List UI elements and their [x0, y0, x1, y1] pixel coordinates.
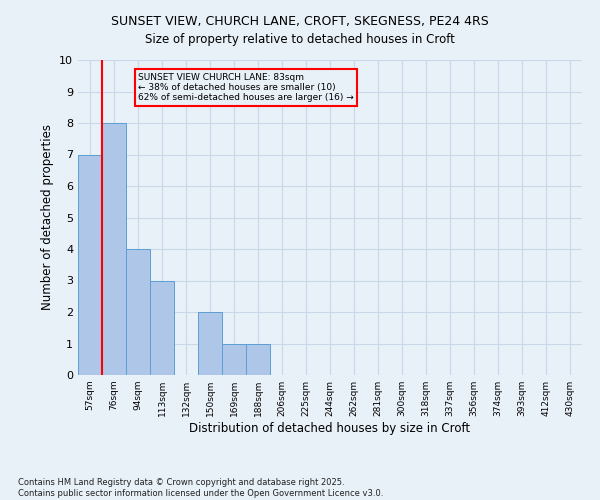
Bar	[246, 344, 270, 375]
Bar	[78, 154, 102, 375]
Y-axis label: Number of detached properties: Number of detached properties	[41, 124, 53, 310]
Bar	[102, 123, 126, 375]
Bar	[150, 280, 174, 375]
Bar	[222, 344, 246, 375]
Text: Contains HM Land Registry data © Crown copyright and database right 2025.
Contai: Contains HM Land Registry data © Crown c…	[18, 478, 383, 498]
Bar	[126, 249, 150, 375]
Text: SUNSET VIEW, CHURCH LANE, CROFT, SKEGNESS, PE24 4RS: SUNSET VIEW, CHURCH LANE, CROFT, SKEGNES…	[111, 15, 489, 28]
Text: Size of property relative to detached houses in Croft: Size of property relative to detached ho…	[145, 32, 455, 46]
X-axis label: Distribution of detached houses by size in Croft: Distribution of detached houses by size …	[190, 422, 470, 435]
Bar	[198, 312, 222, 375]
Text: SUNSET VIEW CHURCH LANE: 83sqm
← 38% of detached houses are smaller (10)
62% of : SUNSET VIEW CHURCH LANE: 83sqm ← 38% of …	[139, 72, 354, 102]
